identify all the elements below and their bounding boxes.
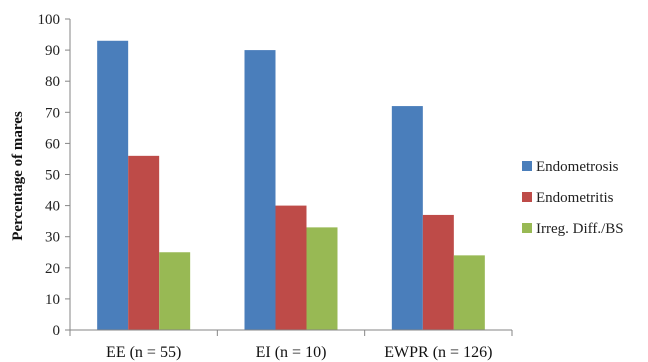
y-tick-label: 90 [45, 43, 60, 59]
y-tick-label: 30 [45, 230, 60, 246]
x-axis-labels: EE (n = 55) EI (n = 10) EWPR (n = 126) [106, 344, 492, 361]
axes [69, 19, 513, 336]
bar-endometritis-0 [128, 155, 160, 330]
bar-endometrosis-1 [244, 50, 276, 330]
x-tick-label: EI (n = 10) [256, 344, 327, 361]
legend-label: Endometritis [536, 190, 614, 206]
y-tick-label: 80 [45, 74, 60, 90]
x-tick-label: EWPR (n = 126) [384, 344, 492, 361]
legend-swatch [522, 192, 532, 202]
y-tick-label: 60 [45, 136, 60, 152]
bar-endometrosis-0 [97, 40, 129, 331]
y-tick-label: 0 [53, 323, 61, 339]
x-tick-label: EE (n = 55) [106, 344, 181, 361]
y-tick-label: 50 [45, 168, 60, 184]
bar-irreg-diff-bs-0 [159, 252, 191, 330]
legend: Endometrosis Endometritis Irreg. Diff./BS [522, 159, 624, 237]
bar-endometrosis-2 [391, 106, 423, 330]
bar-irreg-diff-bs-2 [453, 255, 485, 330]
y-axis-label: Percentage of mares [10, 111, 26, 241]
legend-label: Irreg. Diff./BS [536, 221, 624, 237]
y-tick-label: 20 [45, 261, 60, 277]
bar-endometritis-2 [422, 214, 454, 330]
legend-swatch [522, 223, 532, 233]
y-tick-label: 10 [45, 292, 60, 308]
y-axis-ticks: 0 10 20 30 40 50 60 70 80 90 100 [38, 12, 70, 339]
bar-endometritis-1 [275, 205, 307, 330]
legend-swatch [522, 161, 532, 171]
y-tick-label: 100 [38, 12, 61, 28]
bars [97, 40, 485, 331]
legend-label: Endometrosis [536, 159, 619, 175]
y-tick-label: 40 [45, 199, 60, 215]
bar-irreg-diff-bs-1 [306, 227, 338, 330]
y-tick-label: 70 [45, 105, 60, 121]
